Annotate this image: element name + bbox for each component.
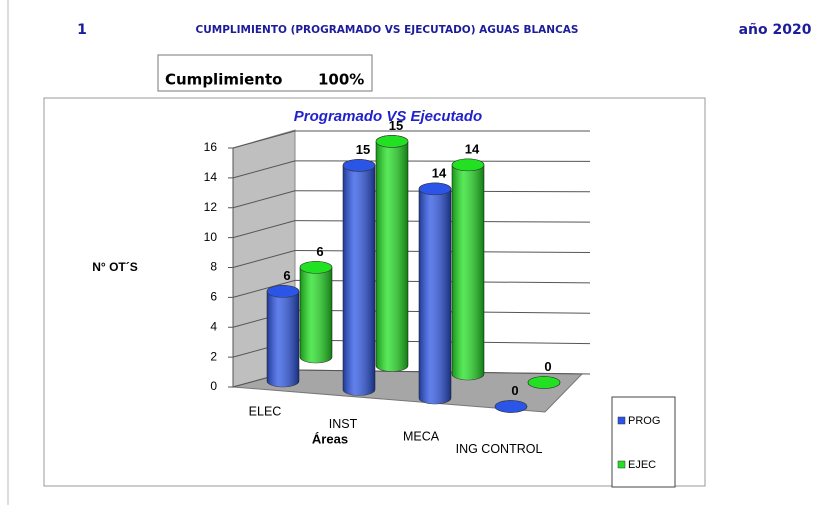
y-tick-label: 16 bbox=[204, 140, 218, 154]
y-axis-label: N° OT´S bbox=[92, 260, 137, 274]
cylinder-shade bbox=[419, 182, 451, 404]
report-number: 1 bbox=[77, 22, 87, 38]
report-year: año 2020 bbox=[739, 22, 812, 38]
cylinder-top bbox=[299, 261, 333, 274]
y-tick-label: 10 bbox=[204, 230, 218, 244]
grid-line bbox=[232, 130, 296, 149]
grid-line bbox=[232, 250, 296, 268]
y-tick-label: 2 bbox=[210, 349, 217, 363]
report-title: CUMPLIMIENTO (PROGRAMADO VS EJECUTADO) A… bbox=[196, 24, 579, 36]
grid-line bbox=[232, 279, 296, 298]
summary-value: 100% bbox=[318, 71, 364, 89]
cylinder-shade bbox=[452, 158, 484, 380]
value-label: 14 bbox=[465, 141, 480, 156]
value-label: 0 bbox=[511, 383, 518, 398]
grid-line bbox=[232, 220, 296, 239]
cylinder-shade bbox=[343, 159, 375, 396]
value-label: 0 bbox=[544, 359, 551, 374]
grid-line bbox=[232, 160, 296, 179]
x-tick-label: MECA bbox=[403, 429, 440, 443]
legend-swatch bbox=[617, 416, 626, 425]
y-tick-label: 4 bbox=[210, 319, 217, 333]
cylinder-shade bbox=[267, 285, 299, 387]
grid-line bbox=[232, 190, 296, 209]
x-tick-label: ING CONTROL bbox=[456, 442, 543, 456]
y-tick-label: 6 bbox=[210, 290, 217, 304]
cylinder-shade bbox=[376, 135, 408, 372]
value-label: 15 bbox=[356, 142, 370, 157]
grid-line bbox=[294, 160, 591, 162]
summary-label: Cumplimiento bbox=[165, 71, 282, 89]
summary-box bbox=[157, 54, 373, 92]
cylinder-top bbox=[418, 182, 452, 196]
x-tick-label: INST bbox=[329, 417, 358, 431]
chart-title: Programado VS Ejecutado bbox=[294, 108, 482, 125]
cylinder-top bbox=[527, 376, 561, 389]
legend-box bbox=[611, 396, 676, 488]
legend-label: EJEC bbox=[628, 459, 656, 471]
value-label: 14 bbox=[432, 165, 447, 180]
value-label: 6 bbox=[283, 268, 290, 283]
x-tick-label: ELEC bbox=[249, 404, 282, 418]
legend-label: PROG bbox=[628, 415, 660, 427]
cylinder-top bbox=[266, 285, 300, 298]
cylinder-top bbox=[494, 400, 528, 413]
cylinder-top bbox=[342, 159, 376, 172]
cylinder-shade bbox=[300, 261, 332, 363]
legend-swatch bbox=[617, 460, 626, 469]
x-axis-label: Áreas bbox=[312, 431, 348, 446]
cylinder-top bbox=[375, 135, 409, 148]
y-tick-label: 14 bbox=[204, 170, 218, 184]
cylinder-top bbox=[451, 158, 485, 172]
y-tick-label: 8 bbox=[210, 260, 217, 274]
y-tick-label: 0 bbox=[210, 379, 217, 393]
value-label: 15 bbox=[389, 118, 403, 133]
value-label: 6 bbox=[316, 244, 323, 259]
y-tick-label: 12 bbox=[204, 200, 218, 214]
